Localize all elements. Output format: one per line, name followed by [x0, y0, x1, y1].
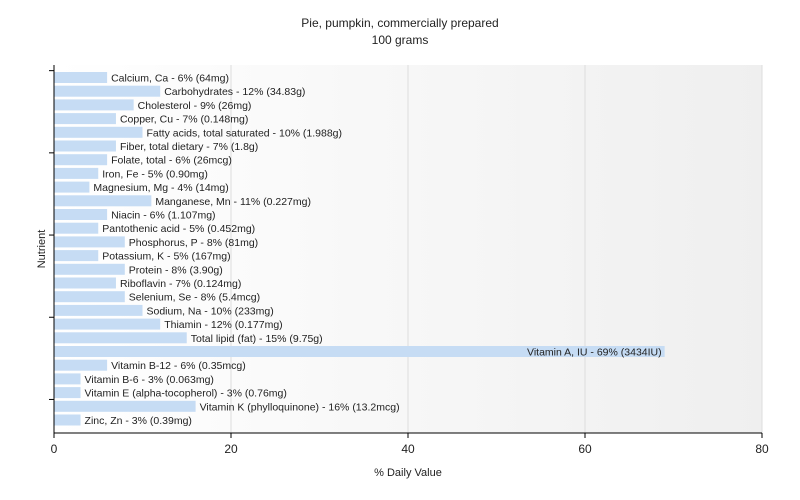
bar-label: Vitamin K (phylloquinone) - 16% (13.2mcg… — [200, 401, 400, 413]
x-tick-label: 60 — [578, 442, 592, 456]
bar — [54, 346, 665, 357]
bar-label: Riboflavin - 7% (0.124mg) — [120, 278, 241, 290]
bar-label: Pantothenic acid - 5% (0.452mg) — [102, 223, 255, 235]
bar — [54, 250, 99, 262]
bar-label: Cholesterol - 9% (26mg) — [138, 100, 252, 112]
bar — [54, 359, 108, 371]
bar — [54, 140, 116, 152]
bar — [54, 195, 152, 207]
bar-label: Niacin - 6% (1.107mg) — [111, 210, 215, 222]
bar — [54, 113, 116, 125]
bar-label: Vitamin B-6 - 3% (0.063mg) — [85, 374, 214, 386]
y-axis-ticks — [49, 70, 54, 400]
bar — [54, 99, 134, 111]
y-axis-title: Nutrient — [36, 230, 48, 269]
bar-label: Calcium, Ca - 6% (64mg) — [111, 73, 229, 85]
bar-labels-group: Calcium, Ca - 6% (64mg)Carbohydrates - 1… — [85, 73, 662, 428]
bar-label: Folate, total - 6% (26mcg) — [111, 155, 232, 167]
chart-title: Pie, pumpkin, commercially prepared — [301, 16, 498, 30]
bar-label: Zinc, Zn - 3% (0.39mg) — [85, 415, 192, 427]
bar-label: Vitamin A, IU - 69% (3434IU) — [527, 347, 662, 359]
bar — [54, 277, 116, 289]
bars-group — [54, 72, 665, 426]
bar-label: Carbohydrates - 12% (34.83g) — [164, 86, 305, 98]
bar — [54, 167, 99, 179]
bar-label: Copper, Cu - 7% (0.148mg) — [120, 114, 248, 126]
bar — [54, 373, 81, 385]
bar — [54, 236, 125, 248]
bar-label: Vitamin B-12 - 6% (0.35mcg) — [111, 360, 246, 372]
bar — [54, 414, 81, 426]
bar — [54, 387, 81, 399]
bar — [54, 181, 90, 193]
bar-label: Fiber, total dietary - 7% (1.8g) — [120, 141, 258, 153]
bar-label: Protein - 8% (3.90g) — [129, 264, 223, 276]
x-tick-label: 80 — [755, 442, 769, 456]
bar — [54, 72, 108, 83]
bar-label: Iron, Fe - 5% (0.90mg) — [102, 168, 208, 180]
bar-label: Manganese, Mn - 11% (0.227mg) — [155, 196, 311, 208]
x-tick-label: 40 — [401, 442, 415, 456]
bar-label: Thiamin - 12% (0.177mg) — [164, 319, 282, 331]
bar — [54, 332, 187, 344]
bar-label: Fatty acids, total saturated - 10% (1.98… — [147, 127, 343, 139]
x-tick-label: 0 — [51, 442, 58, 456]
bar — [54, 291, 125, 303]
bar-label: Total lipid (fat) - 15% (9.75g) — [191, 333, 323, 345]
bar-label: Potassium, K - 5% (167mg) — [102, 251, 230, 263]
bar-label: Vitamin E (alpha-tocopherol) - 3% (0.76m… — [85, 388, 287, 400]
bar — [54, 263, 125, 275]
bar — [54, 154, 108, 166]
bar — [54, 304, 143, 316]
bar — [54, 400, 196, 412]
grid-lines — [230, 65, 763, 433]
bar — [54, 85, 161, 97]
x-tick-label: 20 — [224, 442, 238, 456]
bar — [54, 222, 99, 234]
chart-subtitle: 100 grams — [372, 33, 429, 47]
bar-label: Magnesium, Mg - 4% (14mg) — [93, 182, 228, 194]
x-axis-ticks: 0 20 40 60 80 — [51, 433, 769, 456]
bar-label: Sodium, Na - 10% (233mg) — [147, 305, 274, 317]
x-axis-title: % Daily Value — [374, 467, 442, 479]
bar — [54, 209, 108, 220]
bar — [54, 126, 143, 138]
bar-label: Selenium, Se - 8% (5.4mcg) — [129, 292, 260, 304]
bar — [54, 318, 161, 330]
bar-label: Phosphorus, P - 8% (81mg) — [129, 237, 258, 249]
